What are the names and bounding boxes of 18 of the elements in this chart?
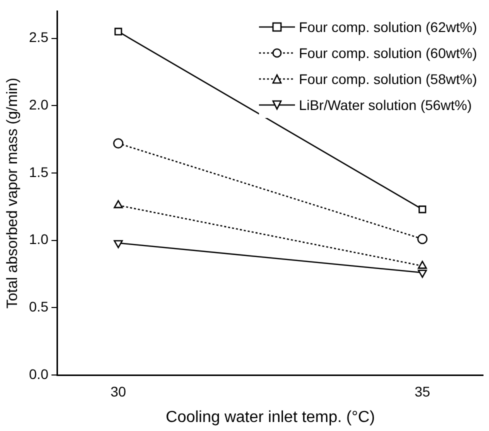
y-tick-label: 0.5	[28, 298, 49, 315]
point	[113, 138, 124, 149]
legend-label: Four comp. solution (58wt%)	[298, 70, 477, 89]
x-axis-title: Cooling water inlet temp. (°C)	[166, 408, 375, 426]
point	[417, 234, 428, 244]
legend-label: Four comp. solution (60wt%)	[298, 44, 477, 63]
point	[114, 28, 122, 36]
x-tick-label: 30	[110, 383, 126, 400]
legend-label: Four comp. solution (62wt%)	[298, 18, 477, 37]
y-tick-label: 1.5	[28, 164, 49, 180]
y-axis-title: Total absorbed vapor mass (g/min)	[4, 78, 22, 309]
y-tick-label: 1.0	[28, 231, 49, 248]
y-tick-label: 2.5	[28, 29, 49, 46]
point	[418, 206, 426, 214]
y-tick-label: 2.0	[28, 96, 49, 113]
x-tick-label: 35	[414, 383, 430, 400]
legend-label: LiBr/Water solution (56wt%)	[298, 96, 472, 115]
y-tick-label: 0.0	[28, 366, 49, 382]
